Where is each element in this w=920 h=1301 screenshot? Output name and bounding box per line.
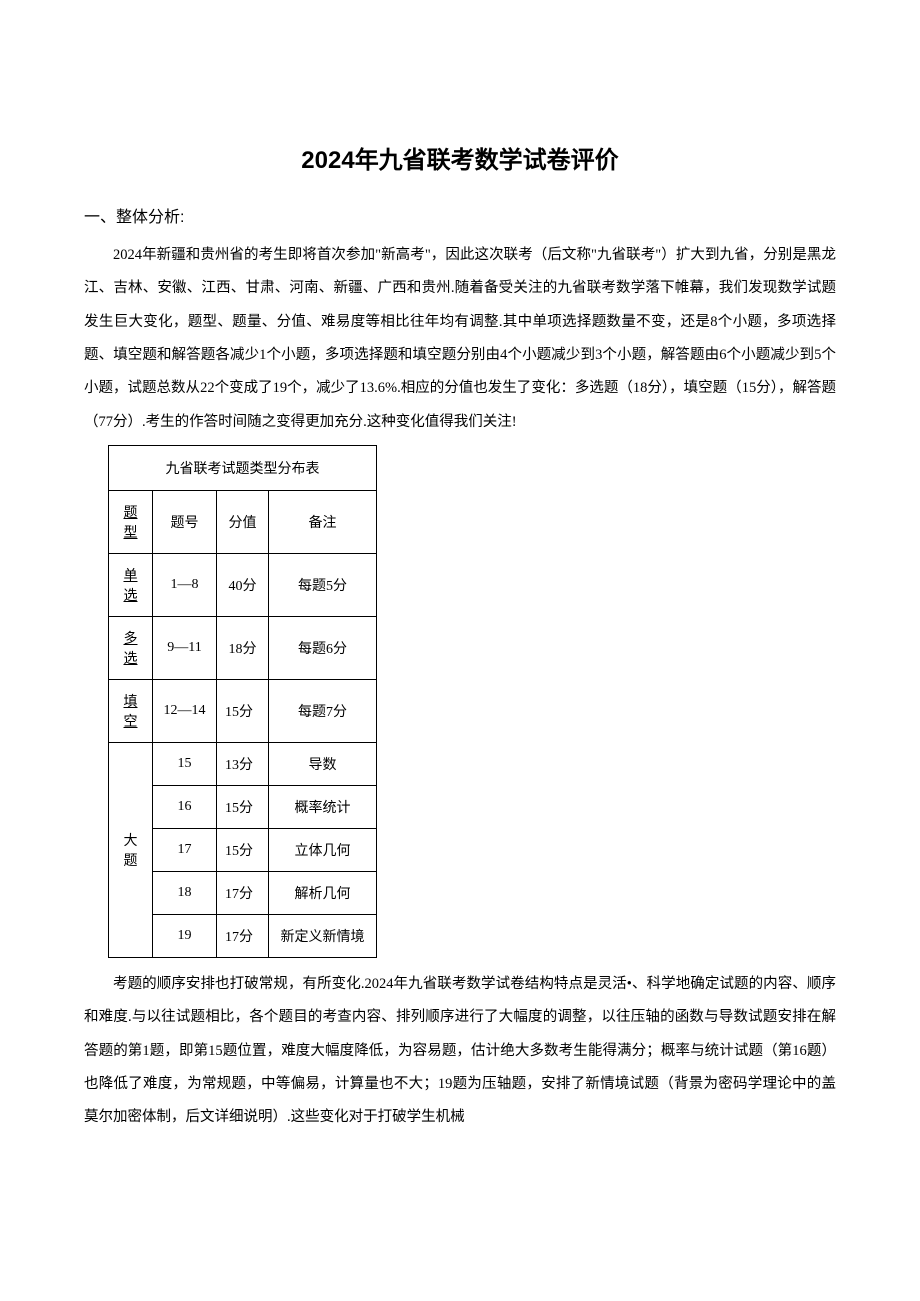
- cell-type: 单选: [109, 554, 153, 617]
- cell-number: 12—14: [153, 680, 217, 743]
- cell-points: 15分: [217, 786, 269, 829]
- document-title: 2024年九省联考数学试卷评价: [84, 140, 836, 175]
- cell-type-big: 大题: [109, 743, 153, 958]
- cell-note: 每题5分: [269, 554, 377, 617]
- cell-points: 40分: [217, 554, 269, 617]
- section-header: 一、整体分析:: [84, 203, 836, 227]
- cell-points: 17分: [217, 872, 269, 915]
- cell-note: 每题7分: [269, 680, 377, 743]
- table-row: 大题 15 13分 导数: [109, 743, 377, 786]
- cell-number: 16: [153, 786, 217, 829]
- cell-note: 新定义新情境: [269, 915, 377, 958]
- cell-number: 9—11: [153, 617, 217, 680]
- table-header-row: 题型 题号 分值 备注: [109, 491, 377, 554]
- header-points: 分值: [217, 491, 269, 554]
- cell-number: 19: [153, 915, 217, 958]
- table-title-row: 九省联考试题类型分布表: [109, 446, 377, 491]
- cell-type: 填空: [109, 680, 153, 743]
- distribution-table: 九省联考试题类型分布表 题型 题号 分值 备注 单选 1—8 40分 每题5分 …: [108, 445, 377, 958]
- cell-note: 导数: [269, 743, 377, 786]
- table-row: 填空 12—14 15分 每题7分: [109, 680, 377, 743]
- cell-type: 多选: [109, 617, 153, 680]
- cell-note: 概率统计: [269, 786, 377, 829]
- header-note: 备注: [269, 491, 377, 554]
- cell-points: 17分: [217, 915, 269, 958]
- table-row: 多选 9—11 18分 每题6分: [109, 617, 377, 680]
- cell-points: 15分: [217, 680, 269, 743]
- header-number: 题号: [153, 491, 217, 554]
- header-type: 题型: [109, 491, 153, 554]
- paragraph-2: 考题的顺序安排也打破常规，有所变化.2024年九省联考数学试卷结构特点是灵活•、…: [84, 968, 836, 1135]
- cell-points: 15分: [217, 829, 269, 872]
- table-title: 九省联考试题类型分布表: [109, 446, 377, 491]
- cell-number: 15: [153, 743, 217, 786]
- cell-note: 立体几何: [269, 829, 377, 872]
- cell-note: 解析几何: [269, 872, 377, 915]
- cell-note: 每题6分: [269, 617, 377, 680]
- table-row: 单选 1—8 40分 每题5分: [109, 554, 377, 617]
- cell-number: 1—8: [153, 554, 217, 617]
- distribution-table-container: 九省联考试题类型分布表 题型 题号 分值 备注 单选 1—8 40分 每题5分 …: [108, 445, 836, 958]
- cell-number: 17: [153, 829, 217, 872]
- cell-points: 18分: [217, 617, 269, 680]
- paragraph-1: 2024年新疆和贵州省的考生即将首次参加"新高考"，因此这次联考（后文称"九省联…: [84, 239, 836, 439]
- cell-points: 13分: [217, 743, 269, 786]
- cell-number: 18: [153, 872, 217, 915]
